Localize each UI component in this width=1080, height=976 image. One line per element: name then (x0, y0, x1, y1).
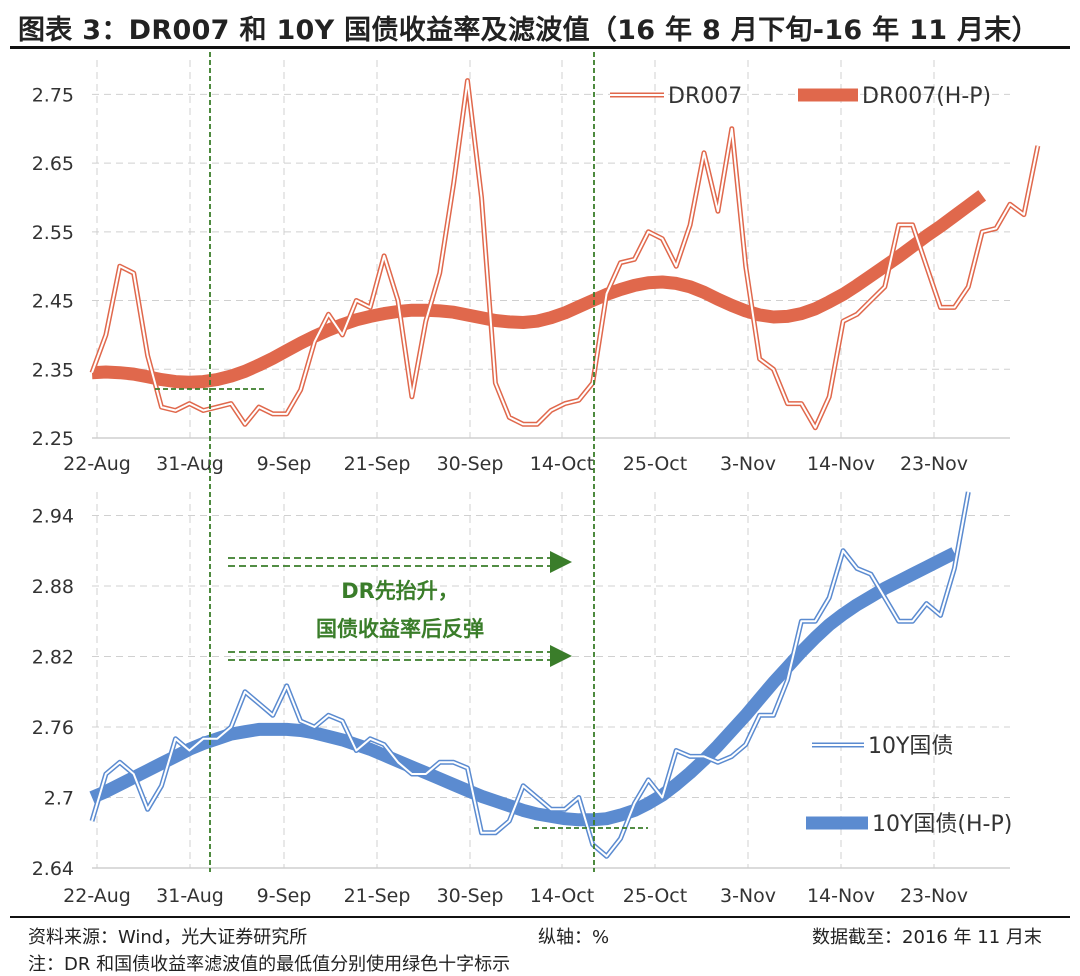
x-tick-label: 14-Oct (530, 885, 594, 907)
x-tick-label: 21-Sep (344, 885, 411, 907)
y-tick-label: 2.75 (32, 84, 74, 106)
x-tick-label: 30-Sep (437, 885, 504, 907)
series-hp-line (89, 547, 958, 827)
chart-figure: 2.25 2.35 2.45 2.55 2.65 2.75 22-Aug 31-Aug 9-Se… (32, 52, 1041, 907)
data-cutoff-note: 数据截至：2016 年 11 月末 (812, 927, 1042, 948)
x-tick-label: 25-Oct (623, 885, 687, 907)
x-tick-label: 30-Sep (437, 453, 504, 475)
series-raw-line-inner (91, 491, 970, 858)
x-tick-label: 22-Aug (63, 885, 131, 907)
x-tick-label: 9-Sep (257, 453, 312, 475)
y-tick-label: 2.88 (32, 576, 74, 598)
x-tick-label: 22-Aug (63, 453, 131, 475)
x-tick-label: 25-Oct (623, 453, 687, 475)
y-tick-label: 2.35 (32, 359, 74, 381)
footnote: 注：DR 和国债收益率滤波值的最低值分别使用绿色十字标示 (28, 954, 511, 975)
x-tick-label: 14-Nov (807, 453, 875, 475)
arrow-head (550, 645, 572, 667)
x-tick-label: 14-Oct (530, 453, 594, 475)
x-tick-label: 23-Nov (900, 453, 968, 475)
footer-rule (10, 916, 1070, 918)
x-tick-label: 14-Nov (807, 885, 875, 907)
x-tick-label: 3-Nov (720, 453, 776, 475)
y-tick-label: 2.82 (32, 647, 74, 669)
y-tick-label: 2.45 (32, 291, 74, 313)
annotation-line-1: DR先抬升， (341, 579, 459, 603)
overlay: DR先抬升， 国债收益率后反弹 (209, 52, 595, 872)
series-hp-line (91, 190, 987, 389)
y-tick-label: 2.7 (44, 788, 74, 810)
x-tick-label: 9-Sep (257, 885, 312, 907)
arrow-head (550, 551, 572, 573)
y-tick-label: 2.76 (32, 717, 74, 739)
axis-unit-note: 纵轴：% (538, 927, 610, 948)
x-tick-label: 23-Nov (900, 885, 968, 907)
y-tick-label: 2.65 (32, 153, 74, 175)
legend-label-hp: 10Y国债(H-P) (872, 812, 1012, 837)
y-tick-label: 2.94 (32, 506, 74, 528)
legend-label-raw: DR007 (668, 84, 742, 109)
y-tick-label: 2.64 (32, 858, 74, 880)
title-rule (10, 46, 1070, 49)
source-note: 资料来源：Wind，光大证券研究所 (28, 927, 308, 948)
x-tick-label: 21-Sep (344, 453, 411, 475)
series-raw-line-inner (91, 79, 1039, 429)
chart-title: 图表 3：DR007 和 10Y 国债收益率及滤波值（16 年 8 月下旬-16… (18, 15, 1039, 46)
series-raw-line (89, 491, 971, 859)
y-tick-label: 2.25 (32, 428, 74, 450)
annotation-line-2: 国债收益率后反弹 (316, 617, 484, 641)
x-tick-label: 31-Aug (156, 885, 224, 907)
x-tick-label: 3-Nov (720, 885, 776, 907)
legend-label-hp: DR007(H-P) (862, 84, 991, 109)
bottom-panel: 2.64 2.7 2.76 2.82 2.88 2.94 22-Aug 31-Aug 9-Sep… (32, 491, 1012, 907)
y-tick-label: 2.55 (32, 222, 74, 244)
legend-label-raw: 10Y国债 (868, 734, 953, 759)
top-panel: 2.25 2.35 2.45 2.55 2.65 2.75 22-Aug 31-Aug 9-Se… (32, 60, 1041, 475)
x-tick-label: 31-Aug (156, 453, 224, 475)
